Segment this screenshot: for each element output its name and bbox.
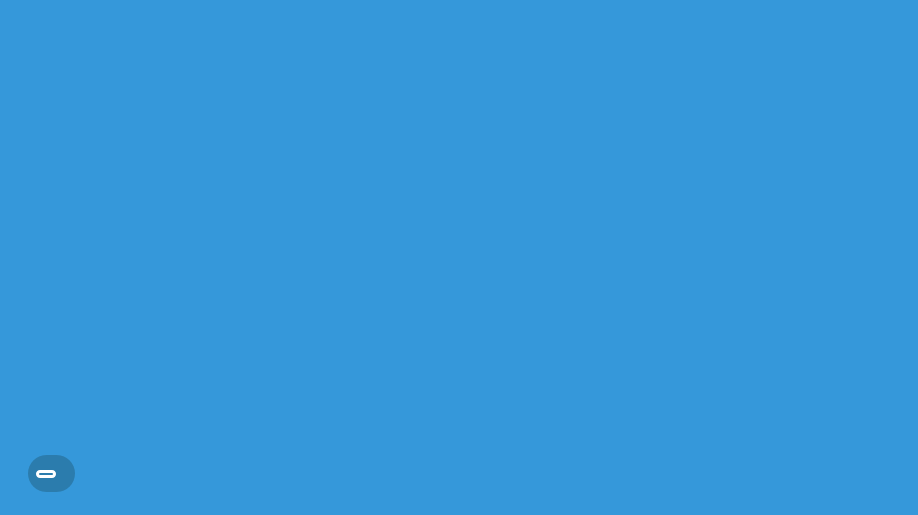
sprite-sheet: [182, 30, 758, 440]
license-badge: [28, 455, 75, 492]
cc0-label: [36, 469, 56, 478]
